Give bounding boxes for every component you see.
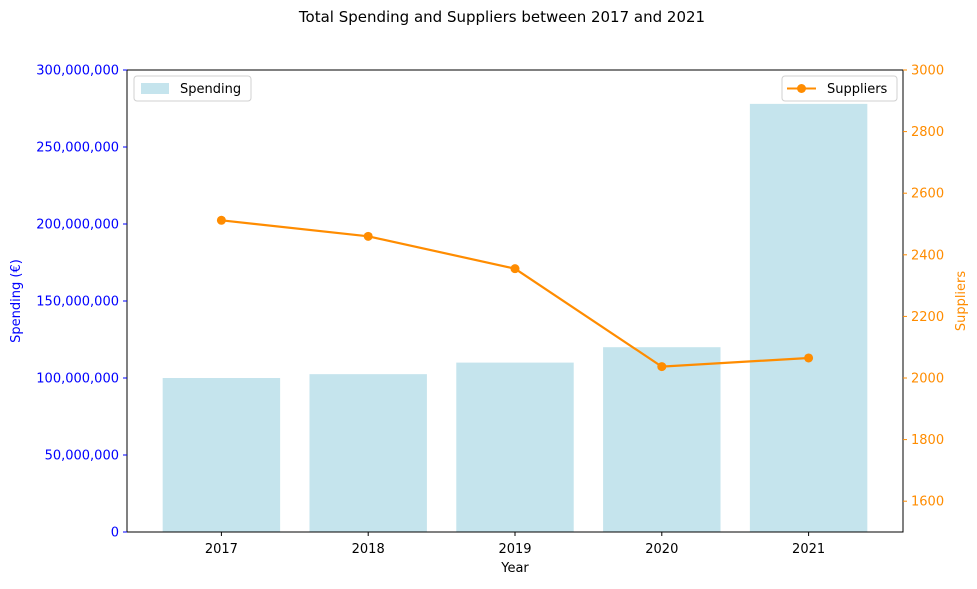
point-suppliers-2020 xyxy=(657,362,667,372)
legend-spending-box xyxy=(133,75,252,102)
y-axis-left: 0 50,000,000 100,000,000 150,000,000 200,000… xyxy=(36,64,127,541)
y-axis-right-label: Suppliers xyxy=(954,271,969,332)
y-left-tick-label: 0 xyxy=(111,526,119,541)
x-axis: 2017 2018 2019 2020 2021 xyxy=(205,532,825,557)
y-left-tick-label: 50,000,000 xyxy=(45,449,119,464)
bar-spending-2018 xyxy=(309,374,427,532)
y-right-tick-label: 1800 xyxy=(911,433,944,448)
y-right-tick-label: 2800 xyxy=(911,125,944,140)
legend-suppliers-box xyxy=(781,75,898,102)
y-axis-left-label: Spending (€) xyxy=(9,259,24,343)
y-right-tick-label: 2000 xyxy=(911,372,944,387)
line-suppliers xyxy=(221,219,809,368)
legend-suppliers-label: Suppliers xyxy=(827,82,888,97)
x-tick-label-2017: 2017 xyxy=(205,542,238,557)
y-axis-right: 1600 1800 2000 2200 2400 2600 2800 3000 xyxy=(903,64,944,510)
y-left-tick-label: 100,000,000 xyxy=(36,372,119,387)
legend-spending-swatch xyxy=(141,83,169,94)
bar-spending-2019 xyxy=(456,362,574,532)
point-suppliers-2017 xyxy=(216,215,226,225)
bars-layer xyxy=(162,103,868,532)
line-layer xyxy=(216,215,814,372)
legend-suppliers: Suppliers xyxy=(781,75,898,102)
y-right-tick-label: 2400 xyxy=(911,248,944,263)
y-right-tick-label: 2600 xyxy=(911,187,944,202)
point-suppliers-2019 xyxy=(510,264,520,274)
y-right-tick-label: 3000 xyxy=(911,64,944,79)
point-suppliers-2021 xyxy=(804,353,814,363)
y-right-tick-label: 1600 xyxy=(911,495,944,510)
bar-spending-2020 xyxy=(603,347,721,532)
legend-spending: Spending xyxy=(133,75,252,102)
x-tick-label-2018: 2018 xyxy=(352,542,385,557)
y-left-tick-label: 250,000,000 xyxy=(36,141,119,156)
y-right-tick-label: 2200 xyxy=(911,310,944,325)
x-tick-label-2019: 2019 xyxy=(498,542,531,557)
x-tick-label-2020: 2020 xyxy=(645,542,678,557)
bar-spending-2021 xyxy=(749,103,868,532)
x-tick-label-2021: 2021 xyxy=(792,542,825,557)
y-left-tick-label: 200,000,000 xyxy=(36,218,119,233)
point-suppliers-2018 xyxy=(363,231,373,241)
chart-title: Total Spending and Suppliers between 201… xyxy=(298,8,705,26)
bar-spending-2017 xyxy=(162,378,281,532)
legend-spending-label: Spending xyxy=(180,82,241,97)
x-axis-label: Year xyxy=(500,561,529,576)
y-left-tick-label: 150,000,000 xyxy=(36,295,119,310)
y-left-tick-label: 300,000,000 xyxy=(36,64,119,79)
legend-suppliers-marker xyxy=(797,84,806,93)
